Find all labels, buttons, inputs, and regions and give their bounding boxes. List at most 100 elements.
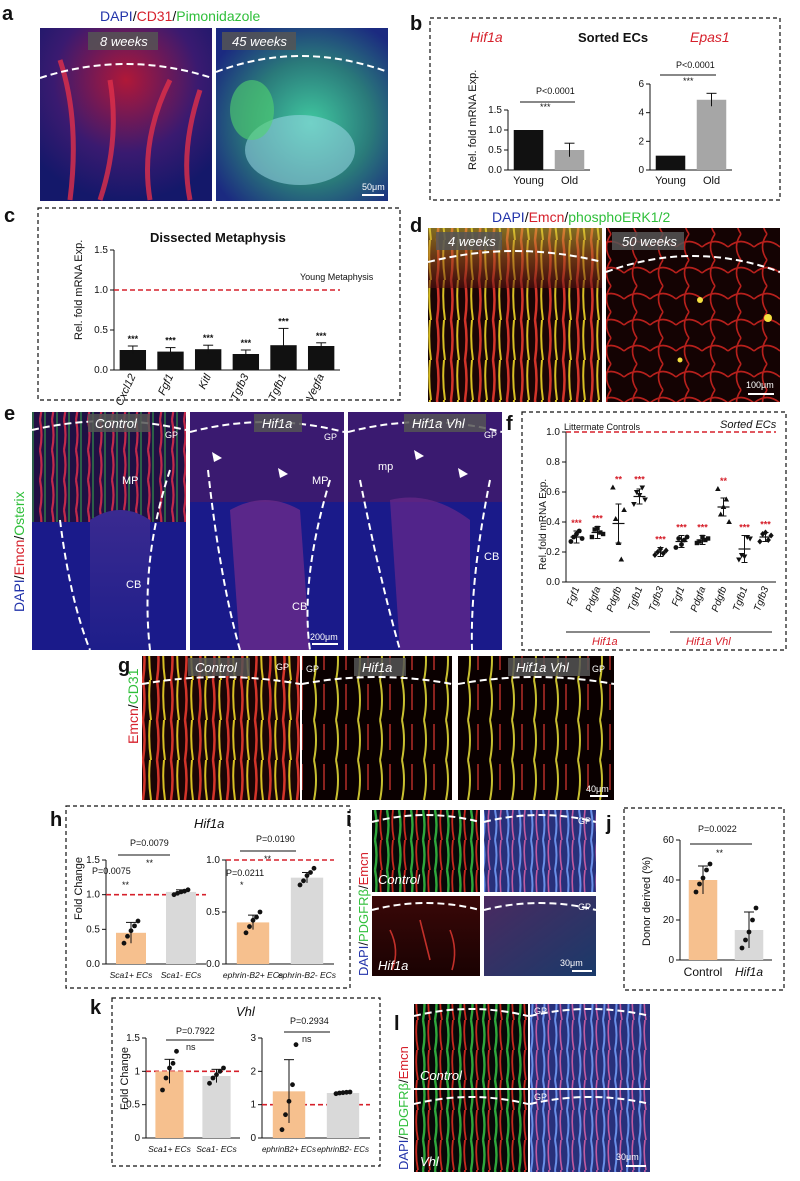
significance: ***	[592, 514, 603, 524]
scale-bar-label: 30μm	[560, 958, 583, 968]
group-label: Hif1a	[592, 636, 618, 648]
y-tick-label: 1.0	[488, 125, 502, 136]
bar	[290, 877, 324, 964]
y-tick-label: 4	[638, 108, 644, 119]
cb-label: CB	[126, 579, 141, 591]
stain-legend: DAPI/PDGFRβ/Emcn	[356, 852, 371, 976]
x-tick-label: Pdgfb	[710, 585, 729, 614]
gp-label: GP	[276, 662, 289, 672]
y-tick-label: 0	[668, 955, 674, 966]
group-label: Hif1a Vhl	[686, 636, 731, 648]
data-point	[128, 928, 134, 934]
bar	[326, 1093, 360, 1138]
micrograph-hif1a-merge	[484, 896, 596, 976]
significance: ns	[302, 1034, 312, 1044]
micrograph-young	[40, 28, 212, 201]
x-tick-label: Kitl	[197, 372, 215, 391]
data-point	[652, 552, 658, 558]
image-label: Control	[420, 1068, 463, 1083]
x-tick-label: Tgfb1	[266, 372, 289, 403]
data-point	[743, 937, 748, 943]
p-value: P=0.0079	[130, 838, 169, 848]
x-tick-label: Tgfb3	[752, 585, 771, 613]
panel-letter: i	[346, 809, 352, 831]
micrograph-control-merge	[484, 810, 596, 892]
bar	[307, 346, 335, 370]
significance: **	[720, 476, 728, 486]
stain-2: PDGFRβ	[396, 1083, 411, 1136]
data-point	[660, 550, 666, 557]
stain-1: DAPI	[396, 1140, 411, 1170]
data-point	[705, 536, 711, 541]
data-point	[568, 539, 574, 544]
x-tick-label: Fgf1	[670, 585, 687, 608]
data-point	[700, 534, 705, 540]
y-tick-label: 0.5	[488, 145, 502, 156]
micrograph-control	[372, 810, 480, 892]
significance: ***	[760, 520, 771, 530]
mp-label: MP	[312, 475, 329, 487]
y-axis-label: Fold Change	[119, 1047, 131, 1110]
y-tick-label: 0.0	[546, 577, 560, 588]
data-point	[293, 1042, 299, 1048]
gp-label: GP	[534, 1092, 547, 1102]
image-label: Control	[95, 416, 138, 431]
data-point	[174, 1048, 179, 1054]
data-point	[684, 534, 690, 540]
data-point	[283, 1112, 288, 1118]
data-point	[750, 917, 755, 923]
significance: ***	[676, 523, 687, 533]
data-point	[250, 917, 256, 923]
significance: ns	[186, 1042, 196, 1052]
panel-letter: c	[4, 205, 15, 227]
data-point	[135, 918, 141, 924]
data-point	[717, 511, 724, 517]
data-point	[746, 929, 752, 935]
image-label: 50 weeks	[622, 234, 677, 249]
panel-letter: e	[4, 403, 15, 425]
significance: ***	[316, 331, 327, 341]
stain-sep: /	[396, 1079, 411, 1083]
stain-1: DAPI	[11, 579, 27, 612]
image-label: Hif1a	[378, 958, 408, 973]
scale-bar-label: 200μm	[310, 632, 338, 642]
bar	[696, 99, 727, 170]
data-point	[720, 504, 727, 509]
data-point	[163, 1075, 169, 1081]
data-point	[311, 865, 317, 871]
y-axis-label: Rel. fold mRNA Exp.	[467, 70, 479, 170]
data-point	[681, 537, 687, 543]
x-tick-label: Tgfb1	[626, 585, 645, 613]
stain-sep: /	[356, 885, 371, 889]
scale-bar-label: 30μm	[616, 1152, 639, 1162]
growth-plate-line	[371, 814, 481, 823]
cb-label: CB	[484, 551, 499, 563]
stain-2: CD31	[137, 8, 173, 24]
y-tick-label: 1	[134, 1066, 140, 1077]
stain-legend: DAPI/CD31/Pimonidazole	[100, 8, 261, 24]
x-tick-label: Vegfa	[304, 372, 327, 403]
stain-sep: /	[172, 8, 176, 24]
data-point	[618, 556, 625, 562]
x-tick-label: Sca1- ECs	[196, 1144, 237, 1154]
significance: ***	[571, 518, 582, 528]
x-tick-label: Tgfb3	[229, 371, 252, 402]
image-label: Hif1a Vhl	[412, 416, 466, 431]
image-label: 45 weeks	[232, 34, 287, 49]
p-value: P=0.2934	[290, 1016, 329, 1026]
image-label: Control	[195, 660, 238, 675]
micrograph-vhl	[414, 1090, 528, 1172]
data-point	[221, 1065, 226, 1071]
gp-label: GP	[534, 1006, 547, 1016]
y-tick-label: 0.0	[94, 365, 108, 376]
stain-sep: /	[525, 209, 529, 225]
y-tick-label: 20	[663, 915, 675, 926]
growth-plate-line	[141, 676, 301, 685]
p-value: P=0.7922	[176, 1026, 215, 1036]
panel-h: h Hif1a Fold Change 0.0 0.5 1.0 1.5 Sca1+ EC…	[50, 805, 351, 989]
data-point	[631, 502, 637, 507]
y-axis-label: Fold Change	[73, 857, 85, 920]
data-point	[210, 1075, 216, 1081]
significance: ***	[540, 102, 551, 112]
data-point	[723, 496, 730, 502]
